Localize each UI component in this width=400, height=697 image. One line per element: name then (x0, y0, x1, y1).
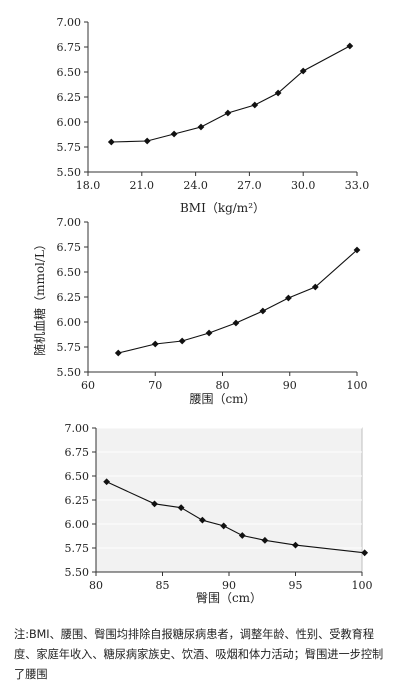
y-tick-label: 5.75 (57, 341, 82, 354)
data-point (285, 294, 292, 302)
plot-area (88, 222, 357, 372)
data-point (224, 109, 232, 117)
data-point (232, 319, 240, 327)
y-tick-label: 6.75 (57, 41, 82, 54)
y-tick-label: 6.00 (57, 316, 82, 329)
data-point (103, 478, 111, 486)
y-tick-label: 6.00 (57, 116, 82, 129)
data-point (199, 516, 206, 524)
x-tick-label: 95 (289, 579, 303, 592)
plot-area (88, 22, 357, 172)
y-tick-label: 5.50 (65, 566, 90, 579)
data-point (251, 101, 259, 109)
x-axis-label: 腰围（cm） (189, 392, 255, 406)
data-point (259, 307, 267, 315)
y-tick-label: 7.00 (65, 422, 90, 435)
data-point (346, 42, 354, 50)
data-point (197, 123, 205, 131)
x-tick-label: 100 (347, 379, 368, 392)
y-axis-label: 随机血糖（mmol/L） (32, 238, 47, 356)
y-tick-label: 7.00 (57, 216, 82, 229)
x-tick-label: 60 (81, 379, 95, 392)
data-point (178, 337, 186, 345)
x-tick-label: 33.0 (345, 179, 370, 192)
data-point (170, 130, 178, 138)
data-point (107, 138, 115, 146)
y-tick-label: 5.75 (57, 141, 82, 154)
y-tick-label: 6.25 (57, 291, 82, 304)
data-point (114, 349, 122, 357)
footnote: 注:BMI、腰围、臀围均排除自报糖尿病患者，调整年龄、性别、受教育程度、家庭年收… (14, 628, 384, 681)
y-tick-label: 6.75 (57, 241, 82, 254)
x-tick-label: 30.0 (291, 179, 316, 192)
data-point (238, 532, 246, 539)
x-axis-label: BMI（kg/m²） (180, 201, 265, 215)
data-point (151, 500, 158, 508)
y-tick-label: 6.25 (65, 494, 90, 507)
y-tick-label: 7.00 (57, 16, 82, 29)
data-point (205, 329, 213, 337)
charts-canvas: 5.50 5.75 6.00 6.25 6.50 6.75 7.00 18.0 21.0 24.0… (32, 16, 373, 605)
x-tick-label: 80 (89, 579, 103, 592)
y-tick-label: 6.50 (57, 66, 82, 79)
data-point (292, 541, 299, 549)
data-point (143, 137, 151, 145)
x-axis-label: 臀围（cm） (196, 591, 262, 605)
chart-2: 5.50 5.75 6.00 6.25 6.50 6.75 7.00 60 70 80 90 100 腰… (32, 216, 368, 406)
y-tick-label: 5.50 (57, 366, 82, 379)
y-tick-label: 5.50 (57, 166, 82, 179)
x-tick-label: 80 (216, 379, 230, 392)
x-tick-label: 90 (222, 579, 236, 592)
data-point (299, 67, 307, 75)
chart-1: 5.50 5.75 6.00 6.25 6.50 6.75 7.00 18.0 21.0 24.0… (57, 16, 370, 215)
data-point (311, 283, 319, 291)
x-tick-label: 85 (156, 579, 170, 592)
data-point (353, 246, 361, 254)
y-tick-label: 6.00 (65, 518, 90, 531)
y-tick-label: 6.25 (57, 91, 82, 104)
y-tick-label: 6.75 (65, 446, 90, 459)
x-tick-label: 24.0 (183, 179, 208, 192)
x-tick-label: 18.0 (76, 179, 101, 192)
data-point (177, 504, 185, 512)
x-tick-label: 70 (148, 379, 162, 392)
data-point (361, 549, 369, 557)
data-point (151, 340, 159, 348)
x-tick-label: 27.0 (237, 179, 262, 192)
data-point (220, 522, 228, 530)
x-tick-label: 100 (352, 579, 373, 592)
data-point (274, 89, 282, 97)
y-tick-label: 6.50 (57, 266, 82, 279)
chart-3: 5.50 5.75 6.00 6.25 6.50 6.75 7.00 80 85 90 95 100 臀… (65, 422, 373, 605)
data-point (261, 536, 269, 544)
y-tick-label: 6.50 (65, 470, 90, 483)
x-tick-label: 21.0 (130, 179, 155, 192)
x-tick-label: 90 (283, 379, 297, 392)
y-tick-label: 5.75 (65, 542, 90, 555)
